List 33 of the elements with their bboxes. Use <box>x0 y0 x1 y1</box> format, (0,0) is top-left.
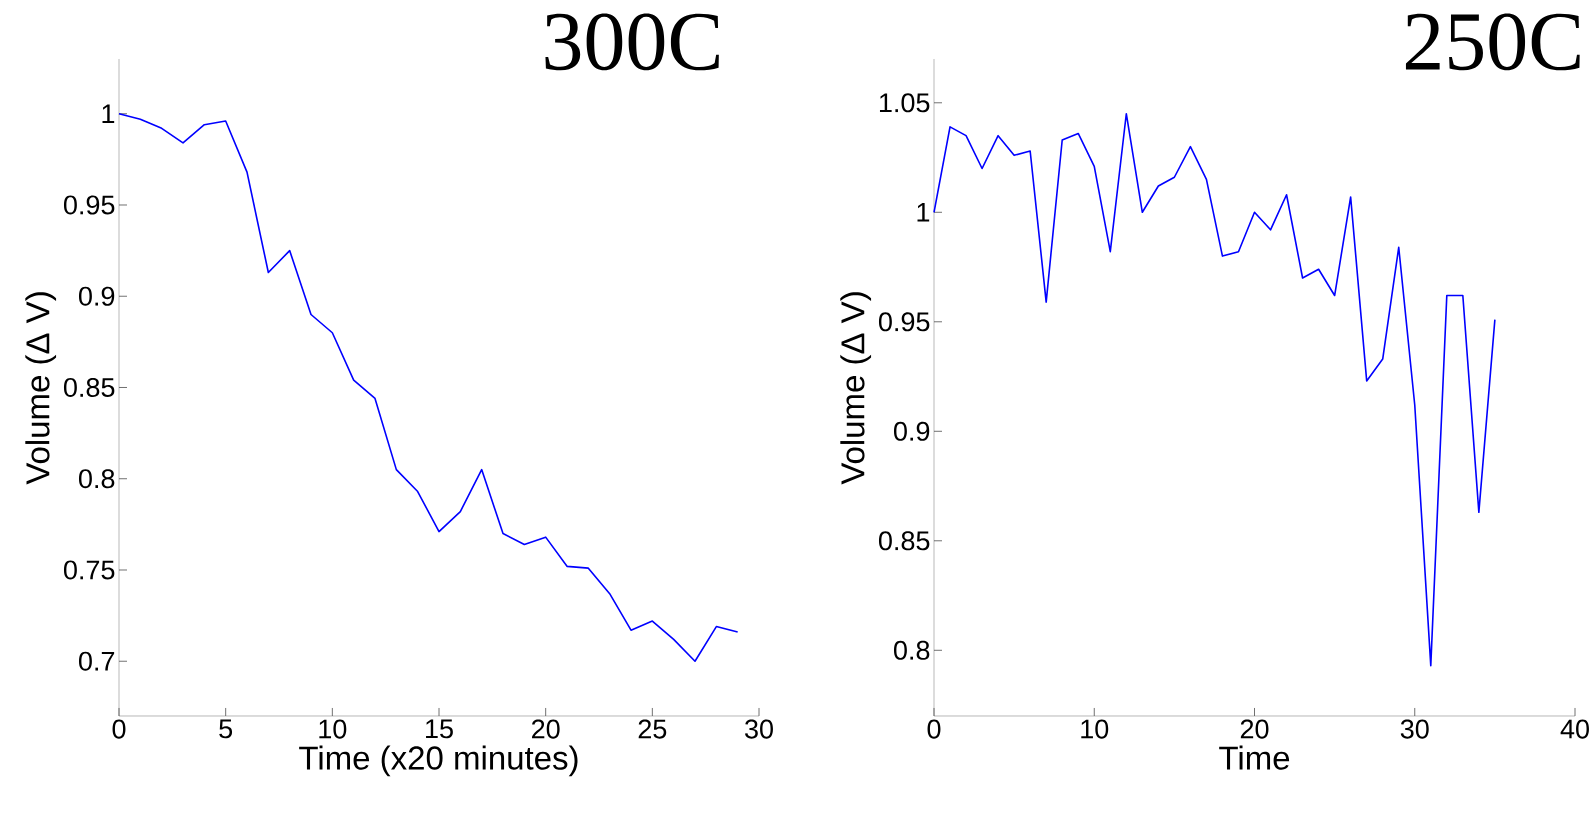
y-tick-label: 1 <box>102 104 115 124</box>
x-tick-label: 40 <box>1560 719 1589 739</box>
y-tick-label: 0.95 <box>63 195 115 215</box>
y-tick-label: 0.8 <box>893 640 930 660</box>
y-tick-label: 0.7 <box>78 651 115 671</box>
y-axis-title: Volume (Δ V) <box>25 292 57 485</box>
chart-title: 250C <box>1405 13 1580 71</box>
y-axis-title: Volume (Δ V) <box>840 292 872 485</box>
y-tick-label: 0.95 <box>878 312 930 332</box>
y-tick-label: 0.85 <box>878 531 930 551</box>
line-series <box>118 112 739 663</box>
y-tick-label: 0.85 <box>63 377 115 398</box>
x-tick-label: 10 <box>319 719 347 739</box>
x-tick-label: 0 <box>112 719 126 739</box>
x-tick-label: 20 <box>532 719 560 739</box>
chart-title: 300C <box>545 13 719 71</box>
x-tick-label: 15 <box>426 719 453 739</box>
y-tick-label: 1.05 <box>879 93 930 113</box>
x-tick-label: 30 <box>745 719 773 739</box>
y-tick-label: 0.9 <box>893 421 930 441</box>
x-axis-title: Time (x20 minutes) <box>299 745 578 777</box>
line-series <box>933 112 1496 667</box>
x-tick-label: 5 <box>219 719 233 739</box>
y-tick-label: 0.75 <box>63 560 115 580</box>
x-tick-label: 0 <box>927 719 941 739</box>
y-tick-label: 0.8 <box>78 469 115 489</box>
x-tick-label: 10 <box>1081 719 1109 739</box>
y-tick-label: 0.9 <box>78 286 115 306</box>
x-tick-label: 25 <box>638 719 667 739</box>
y-tick-label: 1 <box>917 202 930 222</box>
x-tick-label: 20 <box>1240 719 1269 739</box>
x-tick-label: 30 <box>1400 719 1429 739</box>
x-axis-title: Time <box>1219 745 1290 770</box>
